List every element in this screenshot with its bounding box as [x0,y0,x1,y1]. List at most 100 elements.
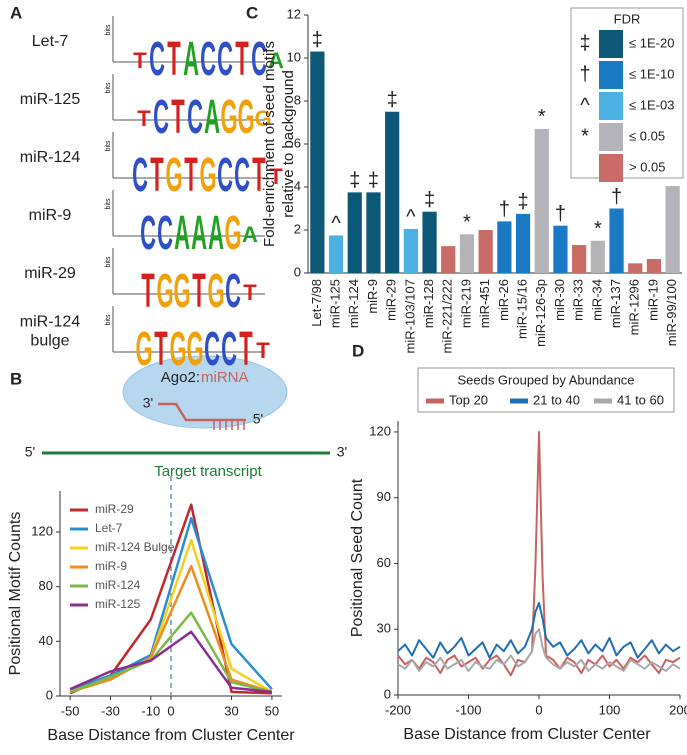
logo-letter: T [141,263,154,317]
rna-5-label: 5' [253,411,263,427]
bar [422,211,437,273]
bar [628,263,643,273]
logo-letter: T [243,280,257,305]
x-tick-label: miR-124 [346,279,361,328]
logo-letter: A [242,222,258,247]
legend-label: 41 to 60 [617,392,664,407]
x-tick-label: miR-33 [571,279,586,321]
x-tick-label: miR-451 [477,279,492,328]
x-tick-label: miR-137 [608,279,623,328]
motif-name: miR-29 [24,265,76,282]
series-line [69,564,273,694]
legend-swatch [599,123,623,151]
logo-letter: G [237,89,254,143]
legend-label: > 0.05 [629,159,666,174]
x-tick-label: miR-128 [421,279,436,328]
logo-letter: T [154,321,167,375]
bar [478,230,493,273]
logo-letter: G [207,263,224,317]
logo-letter: T [252,147,265,201]
logo-letter: G [173,263,190,317]
logo-letter: A [174,205,190,259]
logo-letter: G [254,106,271,131]
bar [441,246,456,273]
bar [328,235,344,273]
protein-label: Ago2: [161,369,200,386]
logo-axis-label: bits [105,256,112,267]
bar-annotation: ‡ [517,191,528,213]
motif-name: miR-124 [20,149,81,166]
mirna-strand [158,402,246,422]
x-tick-label: -10 [141,703,160,718]
logo-letter: C [132,147,148,201]
y-tick-label: 10 [287,49,301,64]
bar [403,228,418,273]
logo-axis-label: bits [105,24,112,35]
legend-label: miR-124 Bulge [95,540,175,554]
logo-letter: C [153,89,169,143]
x-tick-label: miR-126-3p [533,279,548,347]
logo-letter: T [235,31,248,85]
legend-label: ≤ 1E-20 [629,35,674,50]
bar-annotation: * [594,218,602,240]
logo-letter: C [221,321,237,375]
legend-swatch [599,61,623,89]
x-tick-label: miR-34 [589,279,604,321]
logo-letter: C [149,31,165,85]
logo-letter: C [204,321,220,375]
legend-label: miR-124 [95,578,141,592]
motif-name: bulge [30,333,69,350]
bar-annotation: ‡ [387,89,398,111]
x-tick-label: miR-26 [496,279,511,321]
logo-letter: T [256,338,270,363]
rna-label: miRNA [201,369,249,386]
logo-letter: C [251,31,267,85]
logo-letter: G [199,147,216,201]
bar [459,234,475,273]
y-tick-label: 90 [377,489,391,504]
legend-box [417,367,675,413]
y-tick-label: 2 [294,221,301,236]
bar [572,245,587,273]
bar [515,213,531,273]
bar [385,111,400,273]
logo-letter: A [268,48,284,73]
bar-annotation: * [538,106,546,128]
bar [497,221,512,273]
logo-letter: G [156,263,173,317]
bar-annotation: ^ [331,213,341,235]
x-tick-label: miR-1296 [627,279,642,335]
logo-letter: C [217,147,233,201]
panel-label: D [352,341,364,360]
logo-letter: G [169,321,186,375]
motif-name: miR-125 [20,91,81,108]
bar [347,192,362,273]
logo-letter: A [183,31,199,85]
logo-axis-label: bits [105,82,112,93]
x-tick-label: miR-15/16 [514,279,529,339]
x-tick-label: 30 [224,703,238,718]
y-axis-label: Positional Motif Counts [7,512,24,676]
logo-letter: G [220,89,237,143]
series-line [397,431,681,677]
x-tick-label: miR-9 [365,279,380,314]
x-tick-label: -30 [101,703,120,718]
legend-label: Top 20 [449,392,488,407]
y-tick-label: 30 [377,621,391,636]
x-axis-label: Base Distance from Cluster Center [403,726,651,743]
x-tick-label: miR-125 [327,279,342,328]
bar-annotation: ‡ [424,189,435,211]
legend-label: ≤ 1E-03 [629,97,674,112]
x-tick-label: miR-103/107 [402,279,417,353]
logo-letter: G [135,321,152,375]
logo-letter: C [187,89,203,143]
base-pairs [213,420,245,430]
logo-letter: C [157,205,173,259]
bar-annotation: ‡ [312,29,323,51]
logo-letter: T [137,106,151,131]
x-tick-label: miR-30 [552,279,567,321]
ago2-ellipse [122,355,288,429]
logo-letter: A [191,205,207,259]
series-line [69,630,273,694]
logo-letter: C [200,31,216,85]
